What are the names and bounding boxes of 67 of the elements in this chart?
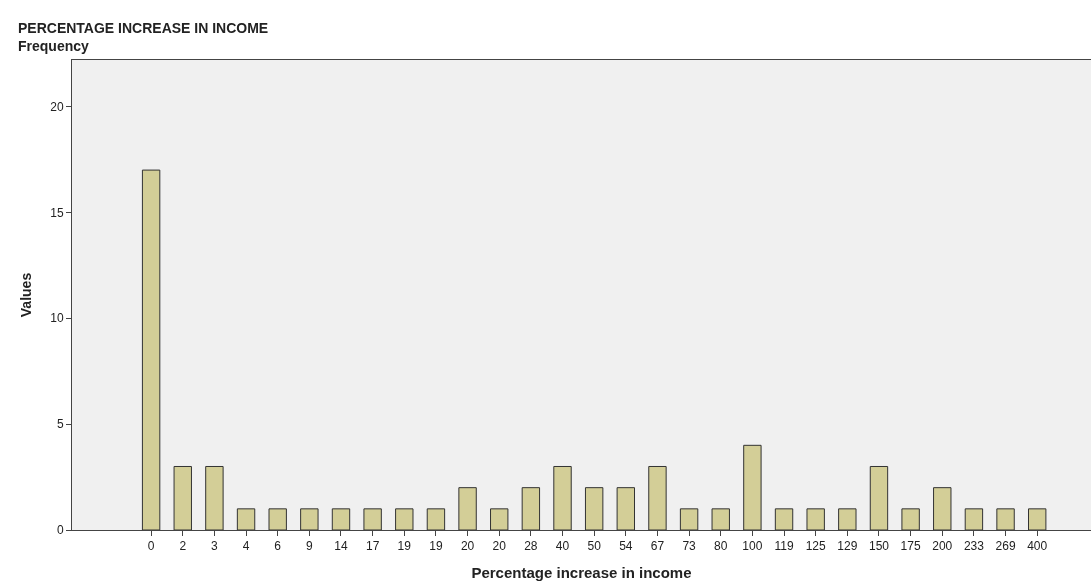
bar	[300, 508, 319, 530]
x-tick-label: 40	[555, 539, 570, 554]
y-tick-label: 0	[56, 523, 64, 538]
bar	[774, 508, 794, 530]
bar	[584, 487, 604, 530]
x-axis-title: Percentage increase in income	[471, 564, 692, 582]
x-tick-label: 54	[619, 539, 633, 554]
x-tick-label: 233	[963, 539, 985, 554]
y-axis-title: Values	[17, 272, 34, 318]
bar	[806, 508, 825, 530]
x-tick-label: 2	[179, 539, 187, 554]
bar	[996, 508, 1015, 530]
x-tick-label: 0	[147, 539, 155, 554]
x-tick-label: 50	[587, 539, 602, 554]
bar	[331, 508, 351, 530]
x-tick-label: 14	[334, 539, 348, 554]
bar	[173, 465, 192, 530]
x-tick-label: 67	[650, 539, 665, 554]
x-tick-label: 17	[365, 539, 380, 554]
bar	[268, 508, 287, 530]
bar	[363, 508, 382, 530]
x-tick-label: 9	[306, 539, 313, 554]
bar	[743, 444, 762, 530]
bar	[869, 465, 889, 530]
x-tick-label: 175	[900, 539, 921, 554]
chart-title: PERCENTAGE INCREASE IN INCOME	[18, 20, 269, 36]
bar	[1028, 508, 1047, 530]
bar	[521, 487, 541, 530]
x-tick-label: 73	[682, 539, 697, 554]
bar	[679, 508, 699, 530]
bar	[490, 508, 509, 530]
bar	[236, 508, 256, 530]
x-tick-label: 6	[274, 539, 282, 554]
bar	[458, 487, 477, 530]
bar	[901, 508, 920, 530]
x-tick-label: 129	[837, 539, 858, 554]
y-tick-label: 10	[50, 311, 64, 326]
bar	[616, 487, 636, 530]
x-tick-label: 4	[242, 539, 250, 554]
bar	[648, 465, 667, 530]
x-tick-label: 20	[492, 539, 507, 554]
x-tick-label: 80	[714, 539, 728, 554]
bar	[395, 508, 414, 530]
bar	[711, 508, 730, 530]
y-tick-label: 15	[50, 205, 64, 220]
x-tick-label: 125	[805, 539, 827, 554]
bar	[553, 465, 572, 530]
x-tick-label: 3	[211, 539, 219, 554]
x-tick-label: 400	[1027, 539, 1048, 554]
x-tick-label: 100	[742, 539, 763, 554]
bar	[933, 487, 952, 530]
x-tick-label: 150	[868, 539, 890, 554]
y-tick-label: 20	[50, 99, 64, 114]
bar	[205, 465, 224, 530]
x-tick-label: 200	[932, 539, 953, 554]
x-tick-label: 19	[397, 539, 412, 554]
bar	[141, 169, 161, 530]
chart-subtitle: Frequency	[18, 38, 90, 55]
bar	[838, 508, 857, 530]
x-tick-label: 20	[460, 539, 475, 554]
x-tick-label: 19	[429, 539, 443, 554]
y-tick-label: 5	[56, 417, 64, 432]
bar	[426, 508, 446, 530]
x-tick-label: 269	[995, 539, 1016, 554]
x-tick-label: 28	[524, 539, 538, 554]
bar	[964, 508, 984, 530]
x-tick-label: 119	[774, 539, 794, 554]
